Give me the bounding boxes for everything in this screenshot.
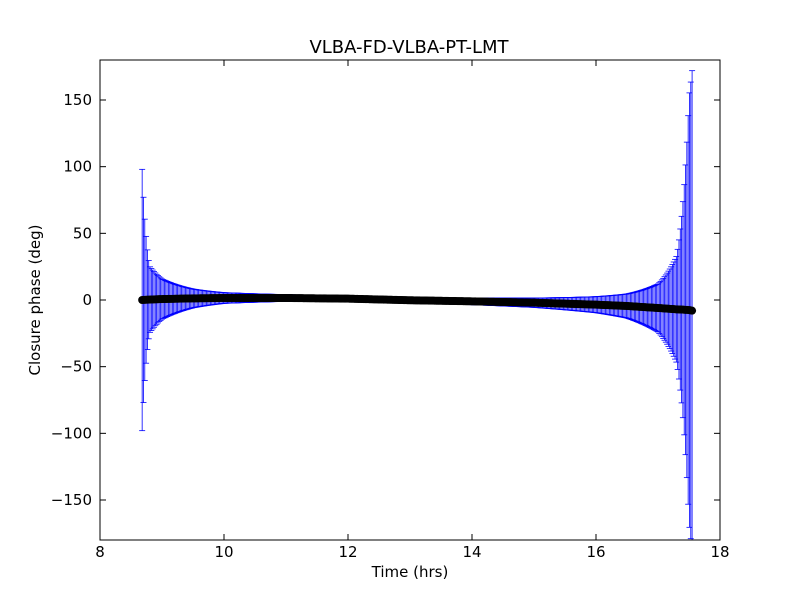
x-axis: 8 10 12 14 16 18 (95, 60, 730, 561)
x-tick-label: 14 (462, 543, 481, 561)
y-tick-label: −150 (51, 491, 92, 509)
x-tick-label: 10 (214, 543, 233, 561)
x-axis-label: Time (hrs) (371, 563, 449, 581)
x-tick-label: 12 (338, 543, 357, 561)
y-tick-label: 150 (63, 91, 92, 109)
point-layer (138, 294, 697, 315)
y-tick-label: 100 (63, 158, 92, 176)
y-tick-label: −50 (60, 358, 92, 376)
y-tick-label: 50 (73, 224, 92, 242)
y-axis-label: Closure phase (deg) (26, 225, 44, 376)
chart-title: VLBA-FD-VLBA-PT-LMT (309, 37, 509, 58)
plot-area (138, 70, 697, 540)
y-tick-label: 0 (82, 291, 92, 309)
x-tick-label: 18 (710, 543, 729, 561)
x-tick-label: 16 (586, 543, 605, 561)
y-axis: −150 −100 −50 0 50 100 150 (51, 91, 720, 509)
y-tick-label: −100 (51, 424, 92, 442)
x-tick-label: 8 (95, 543, 105, 561)
data-point (688, 306, 697, 315)
